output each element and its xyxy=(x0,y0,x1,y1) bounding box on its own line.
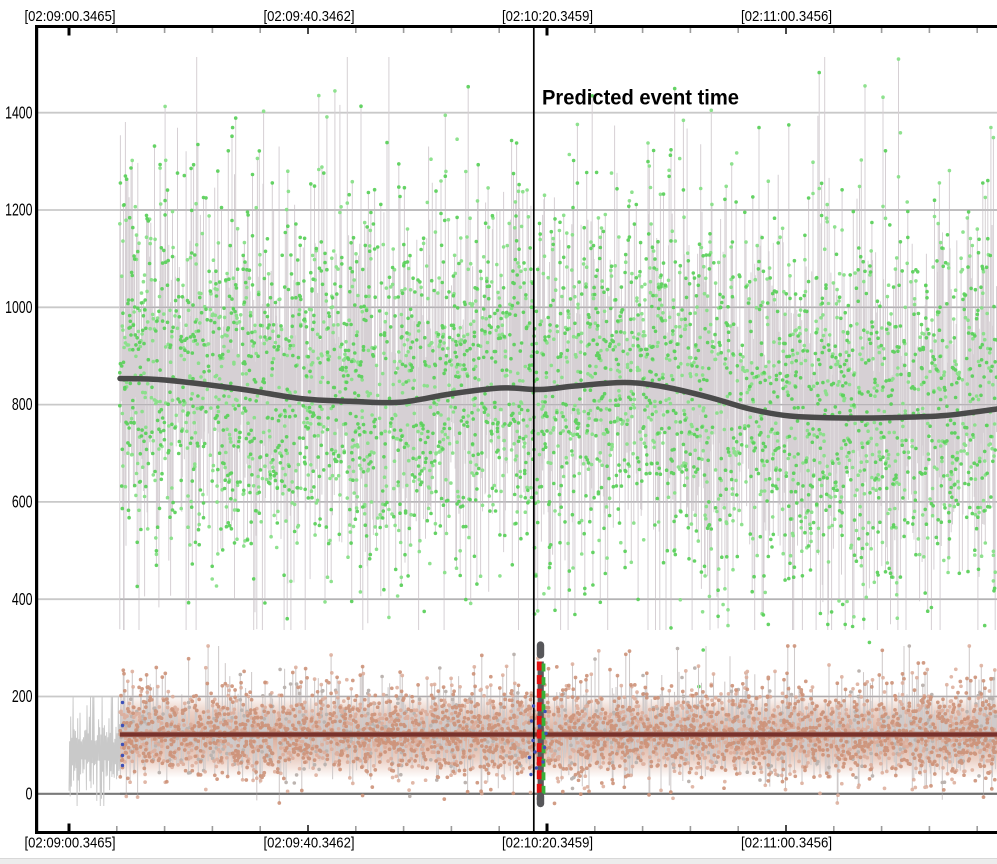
svg-text:0: 0 xyxy=(26,783,33,803)
svg-text:400: 400 xyxy=(12,589,33,609)
svg-text:1400: 1400 xyxy=(5,102,33,122)
svg-text:600: 600 xyxy=(12,492,33,512)
svg-text:[02:09:40.3462]: [02:09:40.3462] xyxy=(264,835,355,852)
svg-text:200: 200 xyxy=(12,686,33,706)
svg-text:[02:10:20.3459]: [02:10:20.3459] xyxy=(502,835,593,852)
svg-text:[02:09:00.3465]: [02:09:00.3465] xyxy=(25,8,116,25)
svg-text:[02:11:00.3456]: [02:11:00.3456] xyxy=(741,8,832,25)
svg-text:1200: 1200 xyxy=(5,200,33,220)
svg-text:[02:10:20.3459]: [02:10:20.3459] xyxy=(502,8,593,25)
svg-text:800: 800 xyxy=(12,394,33,414)
svg-text:[02:09:00.3465]: [02:09:00.3465] xyxy=(25,835,116,852)
svg-text:1000: 1000 xyxy=(5,297,33,317)
svg-text:[02:11:00.3456]: [02:11:00.3456] xyxy=(741,835,832,852)
svg-text:[02:09:40.3462]: [02:09:40.3462] xyxy=(264,8,355,25)
svg-text:Predicted event time: Predicted event time xyxy=(542,87,739,110)
